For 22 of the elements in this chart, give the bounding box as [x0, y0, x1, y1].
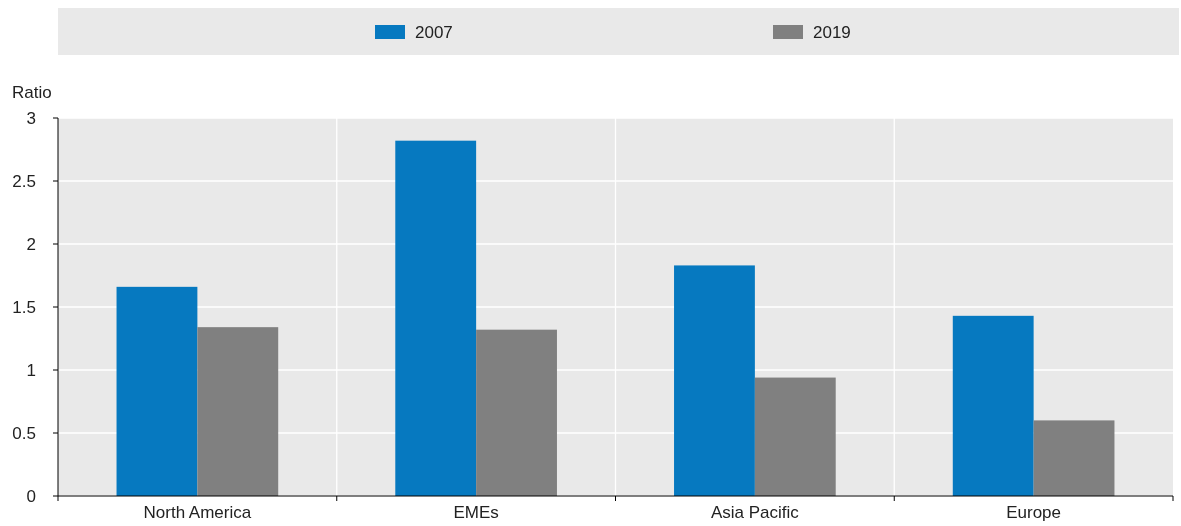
y-tick-label: 2.5: [12, 171, 36, 191]
bar: [1033, 420, 1115, 496]
y-tick-label: 0: [26, 486, 36, 506]
x-tick-label: Asia Pacific: [710, 503, 800, 522]
y-axis-title: Ratio: [12, 83, 52, 102]
bar: [116, 286, 198, 496]
bar: [754, 377, 836, 496]
x-tick-label: Europe: [1006, 503, 1062, 522]
y-tick-label: 1: [26, 360, 36, 380]
x-tick-label: EMEs: [453, 503, 499, 522]
legend-label: 2007: [415, 23, 453, 42]
y-tick-label: 3: [26, 108, 36, 128]
bar: [674, 265, 755, 496]
bar: [197, 327, 279, 496]
bar: [395, 140, 477, 496]
y-tick-label: 2: [26, 234, 36, 254]
bar: [476, 329, 557, 496]
x-tick-label: North America: [143, 503, 252, 522]
bar: [952, 315, 1034, 496]
y-tick-label: 1.5: [12, 297, 36, 317]
legend-label: 2019: [813, 23, 851, 42]
y-tick-label: 0.5: [12, 423, 36, 443]
